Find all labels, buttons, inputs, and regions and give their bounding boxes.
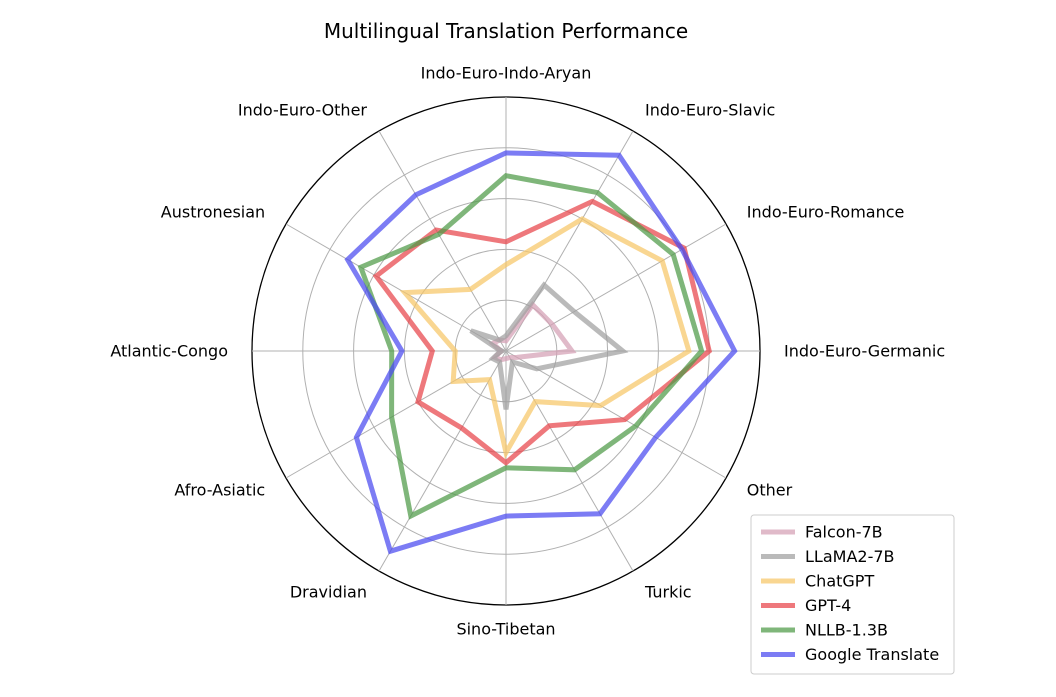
spoke-line <box>378 130 507 352</box>
spoke-line <box>505 350 727 479</box>
series-nllb-1-3b <box>357 173 705 520</box>
spoke-line <box>378 350 507 572</box>
series-google-translate <box>344 150 738 555</box>
chart-title: Multilingual Translation Performance <box>324 19 688 43</box>
category-labels: Indo-Euro-Indo-Aryan Indo-Euro-Slavic Indo… <box>110 64 945 639</box>
series-gpt-4 <box>372 198 713 467</box>
category-label: Indo-Euro-Other <box>238 101 368 120</box>
spoke-line <box>505 350 634 572</box>
category-label: Indo-Euro-Indo-Aryan <box>421 64 592 83</box>
legend-label: Falcon-7B <box>805 523 883 542</box>
legend-label: ChatGPT <box>805 572 874 591</box>
category-label: Indo-Euro-Slavic <box>645 101 775 120</box>
legend-label: LLaMA2-7B <box>805 547 895 566</box>
series-llama2-7b <box>469 281 629 410</box>
spoke-line <box>505 223 727 352</box>
spoke-line <box>285 350 507 479</box>
category-label: Atlantic-Congo <box>110 342 228 361</box>
category-label: Other <box>747 481 793 500</box>
category-label: Austronesian <box>161 203 265 222</box>
legend-label: Google Translate <box>805 645 939 664</box>
category-label: Turkic <box>644 582 692 601</box>
legend-label: GPT-4 <box>805 596 851 615</box>
category-label: Dravidian <box>290 582 367 601</box>
spoke-line <box>285 223 507 352</box>
category-label: Indo-Euro-Germanic <box>784 342 945 361</box>
legend: Falcon-7B LLaMA2-7B ChatGPT GPT-4 NLLB-1.3B G… <box>750 514 955 675</box>
category-label: Sino-Tibetan <box>456 620 555 639</box>
radar-series <box>344 150 738 555</box>
legend-box <box>750 514 955 675</box>
legend-label: NLLB-1.3B <box>805 621 888 640</box>
category-label: Indo-Euro-Romance <box>747 203 905 222</box>
category-label: Afro-Asiatic <box>174 481 265 500</box>
series-chatgpt <box>399 216 692 460</box>
